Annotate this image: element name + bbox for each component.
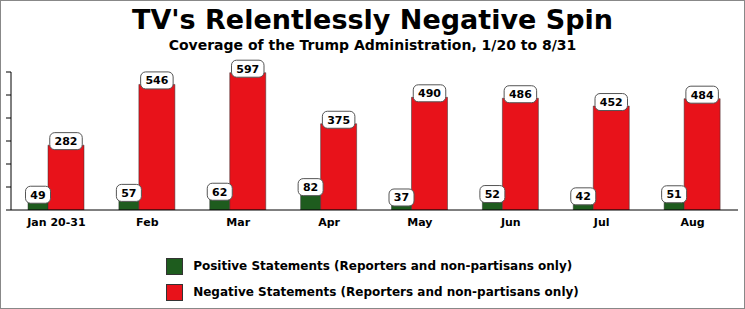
svg-text:51: 51 [666, 188, 681, 201]
svg-text:49: 49 [30, 189, 45, 202]
svg-text:Apr: Apr [318, 216, 340, 229]
svg-text:Jul: Jul [593, 216, 610, 229]
svg-text:42: 42 [576, 190, 591, 203]
svg-text:May: May [407, 216, 432, 229]
svg-text:486: 486 [509, 88, 532, 101]
html-text:Positive Statements (Reporters: Positive Statements (Reporters and non-p… [193, 259, 573, 273]
svg-text:52: 52 [485, 188, 500, 201]
svg-text:490: 490 [418, 87, 441, 100]
svg-text:Feb: Feb [136, 216, 159, 229]
html-text:Negative Statements (Reporters: Negative Statements (Reporters and non-p… [193, 285, 579, 299]
svg-text:57: 57 [121, 187, 136, 200]
svg-text:546: 546 [145, 74, 168, 87]
svg-text:597: 597 [236, 63, 259, 76]
svg-text:37: 37 [394, 191, 409, 204]
html-text:TV's Relentlessly Negative Spi: TV's Relentlessly Negative Spin [132, 4, 613, 35]
svg-text:452: 452 [600, 96, 623, 109]
svg-text:Jun: Jun [500, 216, 521, 229]
svg-text:Mar: Mar [226, 216, 250, 229]
svg-text:62: 62 [212, 186, 227, 199]
svg-text:82: 82 [303, 181, 318, 194]
html-text:Coverage of the Trump Administ: Coverage of the Trump Administration, 1/… [168, 37, 577, 53]
svg-text:484: 484 [691, 89, 714, 102]
svg-text:375: 375 [327, 114, 350, 127]
svg-text:282: 282 [55, 135, 78, 148]
svg-text:Aug: Aug [680, 216, 704, 229]
svg-text:Jan 20-31: Jan 20-31 [26, 216, 85, 229]
